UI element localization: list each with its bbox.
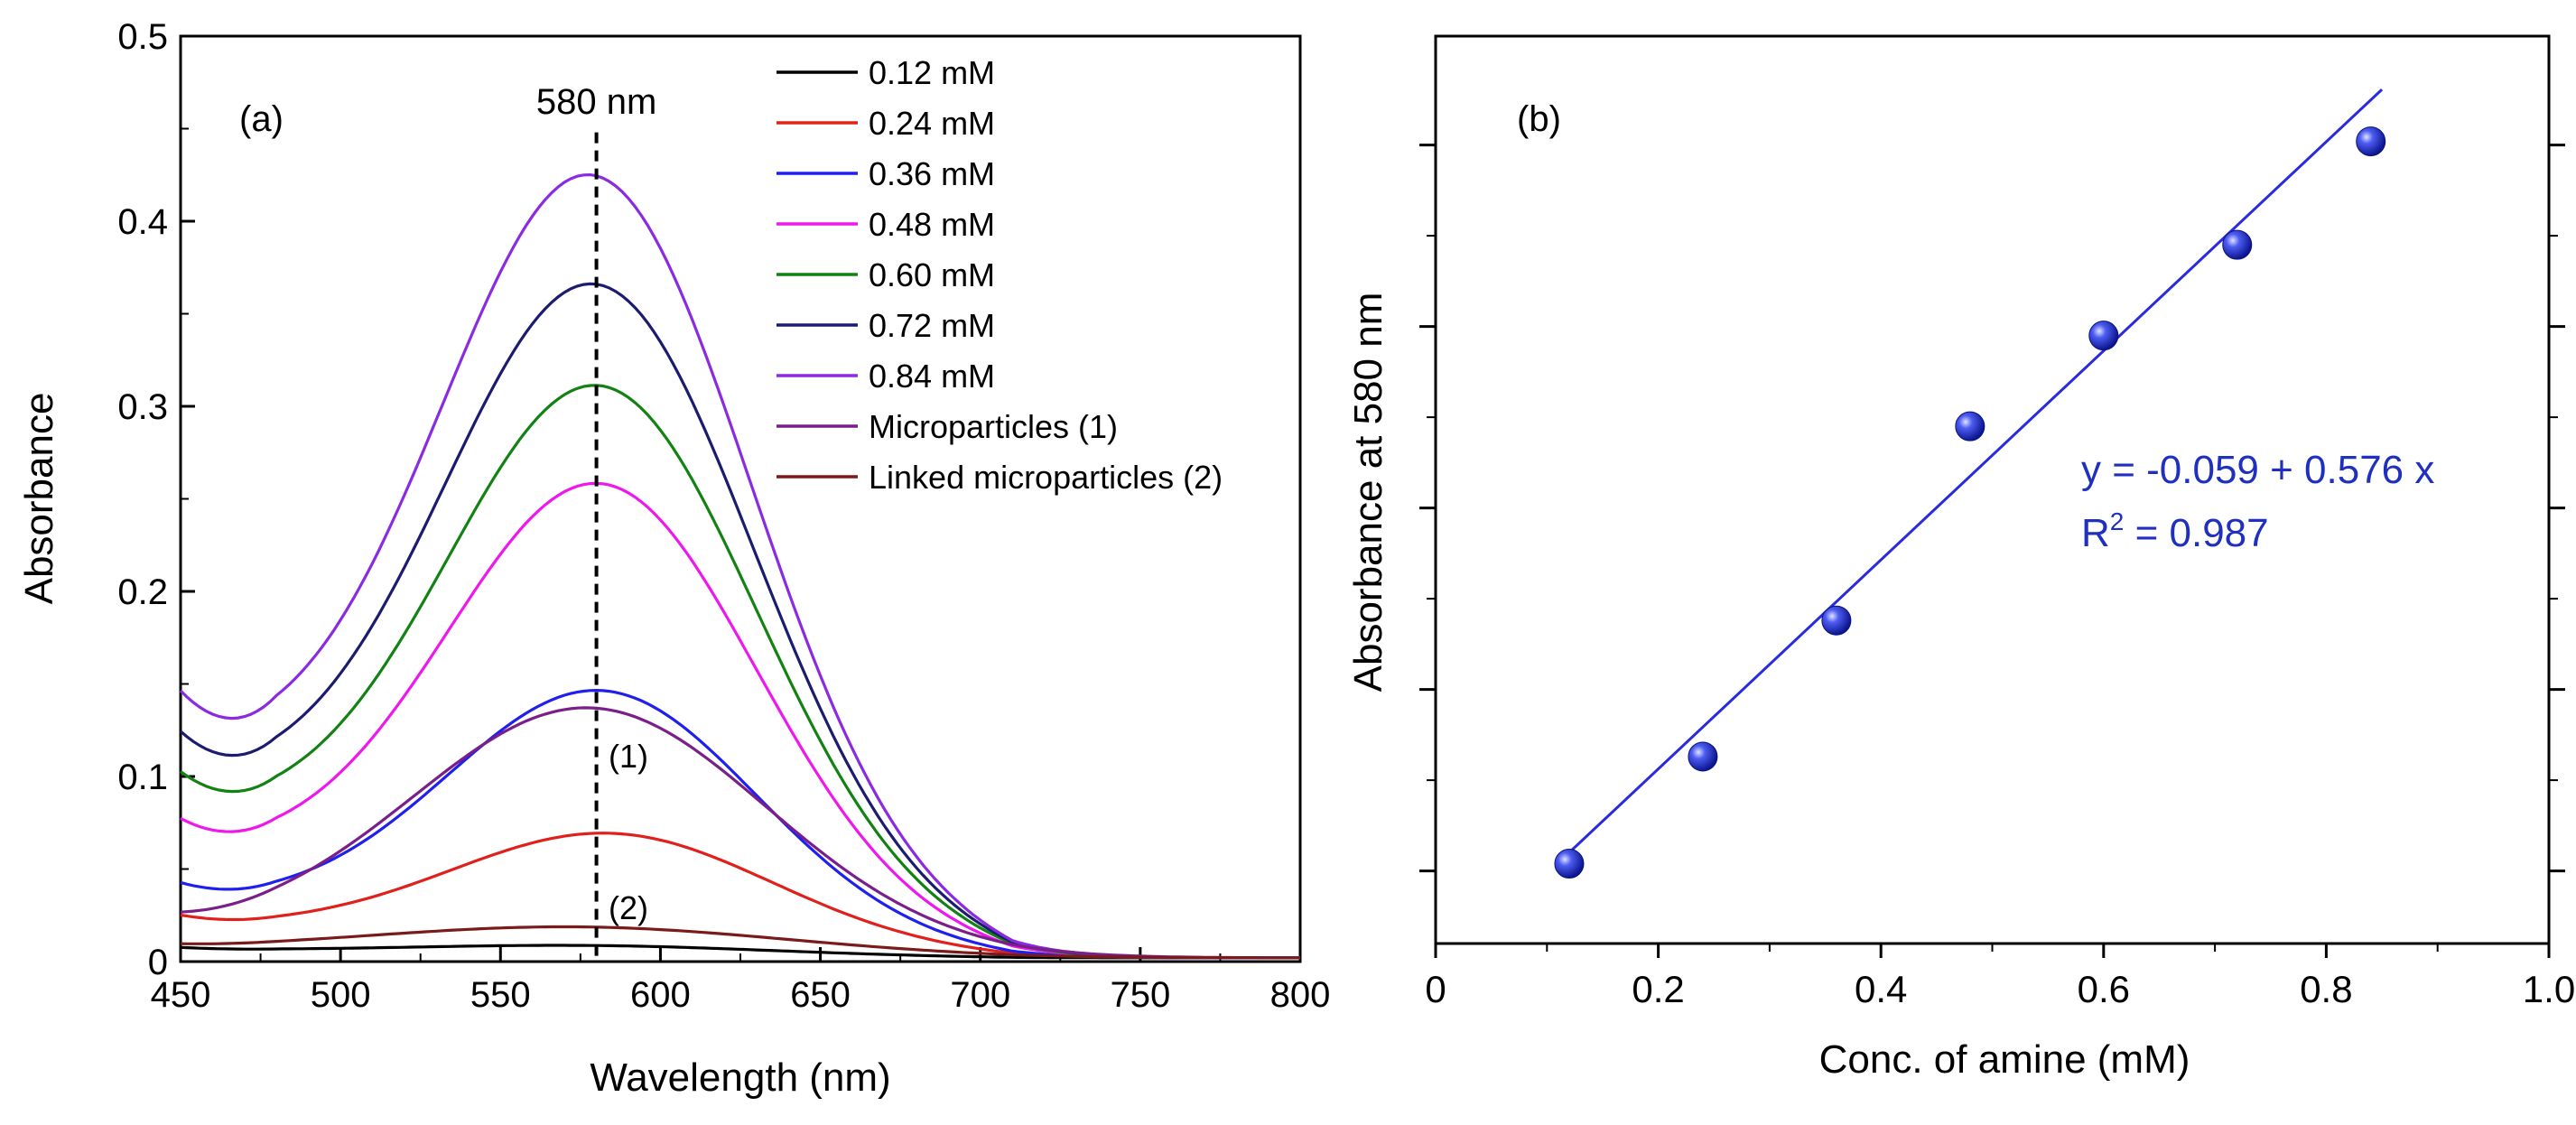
curve-annotation: (2) (609, 889, 648, 926)
spectrum-series-2 (180, 688, 1300, 960)
r2-exponent: 2 (2110, 507, 2125, 535)
spectrum-series-7 (180, 706, 1300, 960)
panel-b-points (1554, 126, 2386, 879)
legend-entry: 0.36 mM (869, 155, 995, 192)
panel-a-tick-labels: 450 500 550 600 650 700 750 800 0 0.1 0.2 0.3 0.4 0.5 (117, 17, 1330, 1015)
curve-annotation: (1) (609, 738, 648, 775)
x-tick-label: 450 (151, 975, 211, 1015)
legend-entry: Linked microparticles (2) (869, 459, 1223, 496)
panel-a-ticks (179, 34, 1302, 963)
x-tick-label: 0.8 (2300, 968, 2352, 1010)
x-tick-label: 800 (1270, 975, 1331, 1015)
data-point (2222, 229, 2253, 260)
panel-a-curves (179, 172, 1300, 960)
panel-b-ylabel: Absorbance at 580 nm (1346, 293, 1390, 693)
fit-r-squared: R2 = 0.987 (2081, 507, 2269, 555)
legend-entry: 0.84 mM (869, 358, 995, 395)
x-tick-label: 0.4 (1855, 968, 1907, 1010)
panel-a-ylabel: Absorbance (17, 393, 61, 605)
y-tick-label: 0.5 (117, 17, 168, 57)
x-tick-label: 500 (311, 975, 371, 1015)
x-tick-label: 0.2 (1632, 968, 1684, 1010)
panel-b-xlabel: Conc. of amine (mM) (1819, 1037, 2190, 1082)
data-point (2088, 321, 2119, 351)
panel-a-frame (179, 34, 1302, 963)
legend-entry: 0.60 mM (869, 256, 995, 293)
panel-a: 450 500 550 600 650 700 750 800 0 0.1 0.2 0.3 0.4 0.5… (17, 17, 1330, 1100)
x-tick-label: 1.0 (2523, 968, 2575, 1010)
data-point (2356, 126, 2386, 157)
spectrum-series-6 (179, 172, 1300, 960)
fit-equation: y = -0.059 + 0.576 x (2081, 448, 2434, 492)
y-tick-label: 0 (148, 943, 168, 982)
x-tick-label: 0.6 (2078, 968, 2130, 1010)
r2-prefix: R (2081, 511, 2110, 555)
x-tick-label: 700 (950, 975, 1010, 1015)
legend-entry: 0.72 mM (869, 307, 995, 344)
data-point (1554, 849, 1585, 879)
panel-b-label: (b) (1517, 99, 1561, 139)
data-point (1955, 411, 1985, 442)
panel-a-legend: 0.12 mM 0.24 mM 0.36 mM 0.48 mM 0.60 mM 0.72 … (777, 54, 1223, 496)
panel-b: 0 0.2 0.4 0.6 0.8 1.0 (b) y = -0.059 + 0.576 … (1346, 34, 2575, 1082)
legend-entry: 0.24 mM (869, 105, 995, 142)
legend-entry: Microparticles (1) (869, 408, 1118, 445)
legend-entry: 0.48 mM (869, 206, 995, 243)
panel-a-xlabel: Wavelength (nm) (590, 1055, 890, 1100)
panel-a-curve-annotations: (1) (2) (609, 738, 648, 926)
data-point (1688, 741, 1718, 772)
x-tick-label: 600 (630, 975, 691, 1015)
x-tick-label: 550 (470, 975, 531, 1015)
y-tick-label: 0.3 (117, 387, 168, 427)
legend-entry: 0.12 mM (869, 54, 995, 91)
panel-b-ticks (1419, 144, 2565, 958)
spectrum-series-5 (179, 282, 1300, 960)
data-point (1821, 605, 1852, 636)
x-tick-label: 0 (1425, 968, 1446, 1010)
y-tick-label: 0.2 (117, 572, 168, 612)
y-tick-label: 0.1 (117, 758, 168, 797)
x-tick-label: 750 (1110, 975, 1170, 1015)
panel-a-label: (a) (239, 99, 284, 139)
y-tick-label: 0.4 (117, 202, 168, 242)
spectrum-series-3 (180, 481, 1300, 960)
panel-b-tick-labels: 0 0.2 0.4 0.6 0.8 1.0 (1425, 968, 2575, 1010)
x-tick-label: 650 (790, 975, 851, 1015)
spectrum-series-8 (180, 925, 1300, 960)
peak-marker-label: 580 nm (536, 82, 656, 122)
linear-fit-line (1567, 88, 2384, 854)
r2-value: = 0.987 (2124, 511, 2268, 555)
